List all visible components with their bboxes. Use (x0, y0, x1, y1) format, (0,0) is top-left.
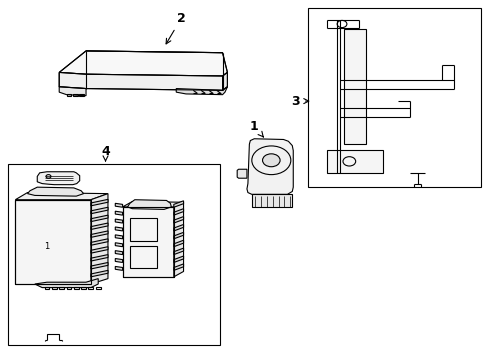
Polygon shape (222, 72, 227, 90)
Polygon shape (115, 227, 122, 231)
Polygon shape (59, 51, 227, 76)
Circle shape (262, 154, 280, 167)
Bar (66, 287, 71, 289)
Polygon shape (173, 232, 183, 239)
Bar (52, 287, 57, 289)
Polygon shape (173, 202, 183, 277)
Polygon shape (115, 243, 122, 247)
Polygon shape (173, 201, 183, 207)
Polygon shape (91, 262, 108, 269)
Polygon shape (173, 240, 183, 247)
Polygon shape (115, 266, 122, 270)
Polygon shape (246, 139, 293, 194)
Polygon shape (91, 199, 108, 206)
Bar (66, 94, 71, 96)
Bar (96, 287, 101, 289)
Bar (8, 164, 220, 345)
Polygon shape (115, 203, 122, 207)
Polygon shape (127, 200, 171, 210)
Polygon shape (251, 194, 292, 207)
Bar (44, 287, 49, 289)
Bar (15, 200, 91, 284)
Polygon shape (15, 193, 108, 200)
Bar (81, 287, 86, 289)
Bar (307, 8, 480, 187)
Polygon shape (173, 264, 183, 270)
Polygon shape (173, 217, 183, 223)
Bar (79, 94, 84, 96)
Polygon shape (91, 239, 108, 245)
Text: 4: 4 (101, 145, 110, 161)
Polygon shape (115, 258, 122, 262)
Bar (130, 218, 157, 241)
Bar (122, 207, 173, 277)
Polygon shape (115, 251, 122, 255)
Polygon shape (173, 209, 183, 215)
Polygon shape (59, 72, 227, 90)
Polygon shape (91, 215, 108, 222)
Polygon shape (173, 248, 183, 255)
Polygon shape (91, 231, 108, 237)
Text: 1: 1 (44, 242, 50, 251)
Bar (74, 287, 79, 289)
Polygon shape (115, 211, 122, 215)
Polygon shape (173, 256, 183, 262)
Text: 1: 1 (249, 120, 263, 137)
Text: 3: 3 (291, 95, 308, 108)
Polygon shape (35, 279, 98, 288)
Polygon shape (173, 225, 183, 231)
Bar (73, 94, 78, 96)
Polygon shape (176, 87, 227, 95)
Bar (88, 287, 93, 289)
Polygon shape (115, 235, 122, 239)
Polygon shape (122, 202, 183, 207)
Bar (327, 149, 383, 173)
Polygon shape (27, 187, 83, 196)
Polygon shape (91, 194, 108, 284)
Polygon shape (91, 223, 108, 229)
Polygon shape (91, 207, 108, 214)
Polygon shape (115, 219, 122, 223)
Polygon shape (91, 247, 108, 253)
Bar (344, 30, 366, 144)
Polygon shape (237, 169, 246, 178)
Bar (59, 287, 64, 289)
Polygon shape (91, 270, 108, 277)
Polygon shape (59, 87, 86, 96)
Bar (130, 246, 157, 268)
Text: 2: 2 (166, 12, 185, 44)
Polygon shape (37, 172, 80, 185)
Polygon shape (91, 255, 108, 261)
